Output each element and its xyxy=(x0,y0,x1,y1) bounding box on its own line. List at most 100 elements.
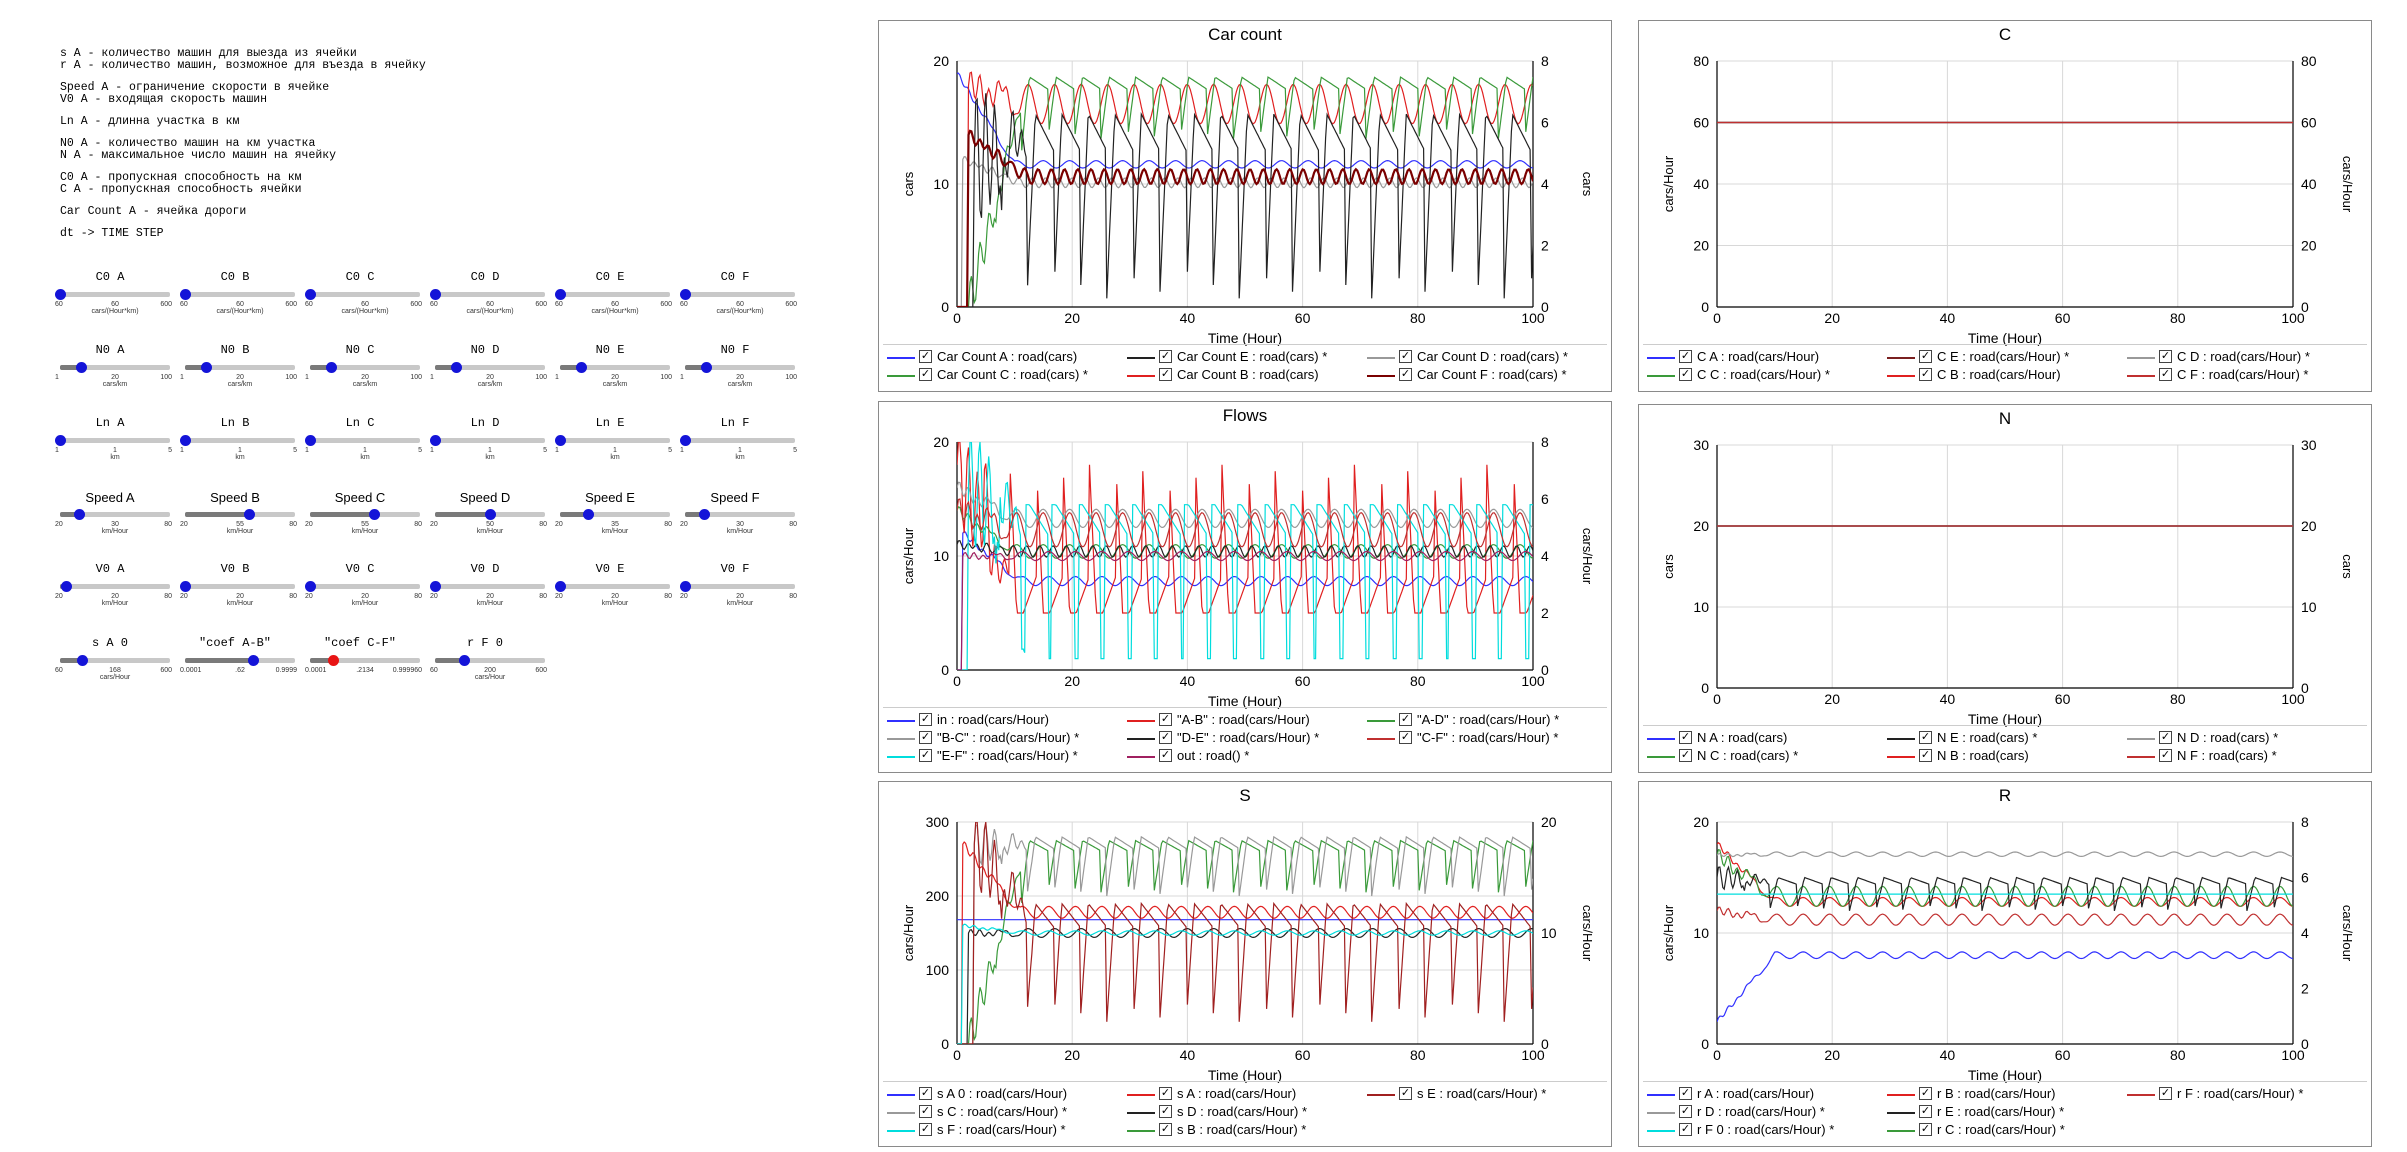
legend-checkbox[interactable]: ✓ xyxy=(1399,350,1412,364)
legend-item[interactable]: ✓ N B : road(cars) xyxy=(1887,748,2029,764)
slider[interactable]: V0 E 20 20 80 km/Hour xyxy=(550,562,672,612)
legend-item[interactable]: ✓ C B : road(cars/Hour) xyxy=(1887,367,2061,383)
slider[interactable]: N0 E 1 20 100 cars/km xyxy=(550,343,672,393)
slider-handle[interactable] xyxy=(55,289,66,300)
slider-handle[interactable] xyxy=(582,509,594,520)
legend-checkbox[interactable]: ✓ xyxy=(2159,368,2172,382)
slider-handle[interactable] xyxy=(485,509,496,520)
slider[interactable]: Ln A 1 1 5 km xyxy=(50,416,172,466)
legend-checkbox[interactable]: ✓ xyxy=(1159,1105,1172,1119)
slider-track[interactable] xyxy=(185,655,295,666)
slider-track[interactable] xyxy=(555,435,670,446)
slider-track[interactable] xyxy=(560,362,670,373)
slider-handle[interactable] xyxy=(180,289,191,300)
slider[interactable]: Ln C 1 1 5 km xyxy=(300,416,422,466)
legend-item[interactable]: ✓ C C : road(cars/Hour) * xyxy=(1647,367,1830,383)
legend-checkbox[interactable]: ✓ xyxy=(1919,350,1932,364)
slider-track[interactable] xyxy=(680,435,795,446)
slider-handle[interactable] xyxy=(698,509,710,520)
legend-checkbox[interactable]: ✓ xyxy=(1919,749,1932,763)
legend-checkbox[interactable]: ✓ xyxy=(919,713,932,727)
slider-handle[interactable] xyxy=(305,289,316,300)
legend-checkbox[interactable]: ✓ xyxy=(1399,368,1412,382)
slider-track[interactable] xyxy=(430,289,545,300)
slider[interactable]: Speed C 20 55 80 km/Hour xyxy=(300,490,422,540)
legend-item[interactable]: ✓ r B : road(cars/Hour) xyxy=(1887,1086,2055,1102)
slider[interactable]: V0 A 20 20 80 km/Hour xyxy=(50,562,172,612)
slider-track[interactable] xyxy=(435,362,545,373)
slider-handle[interactable] xyxy=(575,362,587,373)
slider-track[interactable] xyxy=(180,581,295,592)
slider-track[interactable] xyxy=(685,362,795,373)
slider-track[interactable] xyxy=(185,509,295,520)
slider-handle[interactable] xyxy=(700,362,712,373)
legend-checkbox[interactable]: ✓ xyxy=(1679,1105,1692,1119)
slider-handle[interactable] xyxy=(458,655,470,666)
slider-track[interactable] xyxy=(55,435,170,446)
legend-item[interactable]: ✓ r F : road(cars/Hour) * xyxy=(2127,1086,2303,1102)
legend-item[interactable]: ✓ s E : road(cars/Hour) * xyxy=(1367,1086,1546,1102)
slider[interactable]: V0 F 20 20 80 km/Hour xyxy=(675,562,797,612)
slider-track[interactable] xyxy=(310,655,420,666)
legend-item[interactable]: ✓ s B : road(cars/Hour) * xyxy=(1127,1122,1306,1138)
legend-checkbox[interactable]: ✓ xyxy=(1919,1123,1932,1137)
slider-track[interactable] xyxy=(305,435,420,446)
legend-item[interactable]: ✓ C D : road(cars/Hour) * xyxy=(2127,349,2310,365)
slider-track[interactable] xyxy=(310,509,420,520)
legend-checkbox[interactable]: ✓ xyxy=(1679,368,1692,382)
slider[interactable]: Speed F 20 30 80 km/Hour xyxy=(675,490,797,540)
legend-item[interactable]: ✓ Car Count E : road(cars) * xyxy=(1127,349,1327,365)
slider-track[interactable] xyxy=(685,509,795,520)
slider-track[interactable] xyxy=(435,655,545,666)
legend-item[interactable]: ✓ "D-E" : road(cars/Hour) * xyxy=(1127,730,1319,746)
slider-handle[interactable] xyxy=(243,509,255,520)
slider-handle[interactable] xyxy=(77,655,88,666)
slider-handle[interactable] xyxy=(680,581,691,592)
legend-item[interactable]: ✓ r E : road(cars/Hour) * xyxy=(1887,1104,2064,1120)
legend-checkbox[interactable]: ✓ xyxy=(1679,1087,1692,1101)
legend-checkbox[interactable]: ✓ xyxy=(919,731,932,745)
slider[interactable]: r F 0 60 200 600 cars/Hour xyxy=(425,636,547,686)
slider-track[interactable] xyxy=(305,289,420,300)
slider-handle[interactable] xyxy=(248,655,260,666)
slider-track[interactable] xyxy=(60,362,170,373)
slider-handle[interactable] xyxy=(328,655,340,666)
legend-checkbox[interactable]: ✓ xyxy=(1159,1087,1172,1101)
slider[interactable]: s A 0 60 168 600 cars/Hour xyxy=(50,636,172,686)
slider-handle[interactable] xyxy=(60,581,72,592)
slider[interactable]: N0 B 1 20 100 cars/km xyxy=(175,343,297,393)
slider[interactable]: C0 B 60 60 600 cars/(Hour*km) xyxy=(175,270,297,320)
legend-item[interactable]: ✓ in : road(cars/Hour) xyxy=(887,712,1049,728)
slider-handle[interactable] xyxy=(55,435,66,446)
legend-checkbox[interactable]: ✓ xyxy=(2159,749,2172,763)
legend-checkbox[interactable]: ✓ xyxy=(1159,731,1172,745)
legend-item[interactable]: ✓ Car Count B : road(cars) xyxy=(1127,367,1319,383)
legend-checkbox[interactable]: ✓ xyxy=(919,350,932,364)
legend-item[interactable]: ✓ C F : road(cars/Hour) * xyxy=(2127,367,2308,383)
slider[interactable]: C0 D 60 60 600 cars/(Hour*km) xyxy=(425,270,547,320)
legend-item[interactable]: ✓ s C : road(cars/Hour) * xyxy=(887,1104,1067,1120)
legend-checkbox[interactable]: ✓ xyxy=(1399,713,1412,727)
legend-item[interactable]: ✓ r F 0 : road(cars/Hour) * xyxy=(1647,1122,1834,1138)
legend-item[interactable]: ✓ Car Count F : road(cars) * xyxy=(1367,367,1567,383)
slider-track[interactable] xyxy=(185,362,295,373)
legend-item[interactable]: ✓ "E-F" : road(cars/Hour) * xyxy=(887,748,1078,764)
slider-track[interactable] xyxy=(555,581,670,592)
legend-checkbox[interactable]: ✓ xyxy=(1679,350,1692,364)
slider-track[interactable] xyxy=(680,581,795,592)
legend-checkbox[interactable]: ✓ xyxy=(1399,1087,1412,1101)
slider-track[interactable] xyxy=(60,509,170,520)
slider[interactable]: V0 B 20 20 80 km/Hour xyxy=(175,562,297,612)
slider[interactable]: C0 E 60 60 600 cars/(Hour*km) xyxy=(550,270,672,320)
slider-track[interactable] xyxy=(435,509,545,520)
legend-checkbox[interactable]: ✓ xyxy=(1679,749,1692,763)
legend-checkbox[interactable]: ✓ xyxy=(919,368,932,382)
legend-checkbox[interactable]: ✓ xyxy=(1159,350,1172,364)
legend-item[interactable]: ✓ N A : road(cars) xyxy=(1647,730,1787,746)
slider-handle[interactable] xyxy=(180,581,191,592)
legend-item[interactable]: ✓ "B-C" : road(cars/Hour) * xyxy=(887,730,1079,746)
slider-handle[interactable] xyxy=(305,435,316,446)
slider-handle[interactable] xyxy=(430,435,441,446)
legend-item[interactable]: ✓ "C-F" : road(cars/Hour) * xyxy=(1367,730,1558,746)
slider-track[interactable] xyxy=(560,509,670,520)
